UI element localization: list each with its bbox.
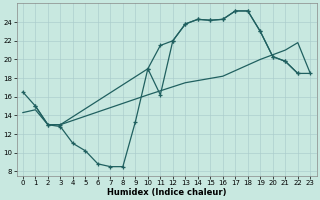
X-axis label: Humidex (Indice chaleur): Humidex (Indice chaleur) xyxy=(107,188,226,197)
